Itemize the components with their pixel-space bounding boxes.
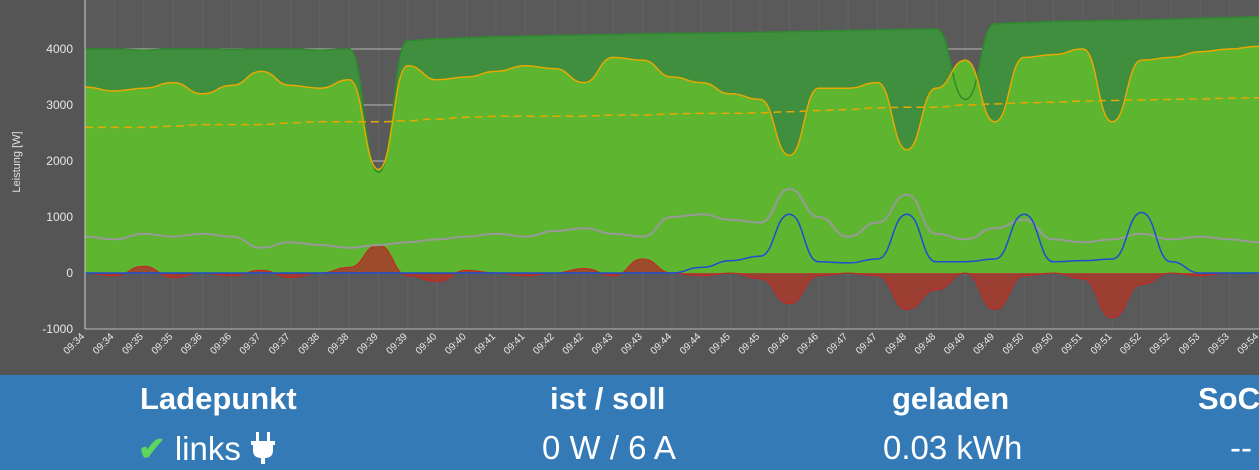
x-tick-label: 09:53 <box>1177 331 1203 357</box>
x-tick-label: 09:46 <box>766 331 792 357</box>
house-line <box>84 45 1259 171</box>
x-tick-label: 09:52 <box>1148 331 1174 357</box>
x-tick-label: 09:40 <box>414 331 440 357</box>
x-tick-label: 09:39 <box>355 331 381 357</box>
x-tick-label: 09:42 <box>531 331 557 357</box>
house-average-line <box>84 96 1259 129</box>
x-tick-label: 09:49 <box>942 331 968 357</box>
x-tick-label: 09:37 <box>267 331 293 357</box>
x-tick-label: 09:45 <box>737 331 763 357</box>
x-tick-label: 09:41 <box>502 331 528 357</box>
energy-value: 0.03 kWh <box>883 429 1023 466</box>
x-tick-label: 09:43 <box>619 331 645 357</box>
power-value: 0 W / 6 A <box>542 429 676 466</box>
x-tick-label: 09:48 <box>913 331 939 357</box>
battery-line <box>84 187 1259 249</box>
x-tick-label: 09:46 <box>795 331 821 357</box>
house-area <box>85 46 1259 274</box>
x-tick-label: 09:45 <box>707 331 733 357</box>
car-line <box>85 211 1259 274</box>
x-tick-label: 09:43 <box>590 331 616 357</box>
x-tick-label: 09:49 <box>971 331 997 357</box>
y-axis-label: Leistung [W] <box>11 131 23 192</box>
x-tick-label: 09:53 <box>1206 331 1232 357</box>
x-tick-label: 09:50 <box>1030 331 1056 357</box>
grid-area <box>85 245 1259 318</box>
x-tick-label: 09:37 <box>238 331 264 357</box>
y-tick-label: 4000 <box>46 42 73 56</box>
x-tick-label: 09:52 <box>1118 331 1144 357</box>
check-icon: ✔ <box>138 430 166 467</box>
x-tick-label: 09:35 <box>120 331 146 357</box>
chargepoint-name: links <box>174 430 241 467</box>
header-geladen: geladen <box>892 381 1010 416</box>
header-ladepunkt: Ladepunkt <box>140 381 297 416</box>
x-tick-label: 09:41 <box>473 331 499 357</box>
chargepoint-name-cell[interactable]: ✔ links <box>138 429 276 468</box>
y-tick-label: -1000 <box>42 322 73 336</box>
y-tick-label: 0 <box>66 266 73 280</box>
x-tick-label: 09:38 <box>326 331 352 357</box>
x-tick-label: 09:54 <box>1236 331 1259 357</box>
soc-value: -- <box>1230 429 1252 466</box>
x-tick-label: 09:48 <box>883 331 909 357</box>
header-ist-soll: ist / soll <box>550 381 666 416</box>
x-tick-label: 09:50 <box>1001 331 1027 357</box>
x-tick-label: 09:36 <box>179 331 205 357</box>
x-tick-label: 09:40 <box>443 331 469 357</box>
x-tick-label: 09:34 <box>91 331 117 357</box>
plug-icon <box>251 432 276 464</box>
chargepoint-table: Ladepunkt ist / soll geladen SoC ✔ links… <box>0 375 1259 470</box>
x-tick-label: 09:38 <box>296 331 322 357</box>
x-tick-label: 09:47 <box>854 331 880 357</box>
x-tick-label: 09:44 <box>678 331 704 357</box>
y-tick-label: 3000 <box>46 98 73 112</box>
y-tick-label: 2000 <box>46 154 73 168</box>
x-tick-label: 09:44 <box>649 331 675 357</box>
x-tick-label: 09:51 <box>1060 331 1086 357</box>
x-tick-label: 09:42 <box>561 331 587 357</box>
pv-line <box>85 15 1259 173</box>
y-tick-label: 1000 <box>46 210 73 224</box>
x-tick-label: 09:51 <box>1089 331 1115 357</box>
x-tick-label: 09:35 <box>150 331 176 357</box>
x-tick-label: 09:36 <box>208 331 234 357</box>
x-tick-label: 09:47 <box>825 331 851 357</box>
header-soc: SoC <box>1198 381 1259 416</box>
power-chart: 4000 3000 2000 1000 0 -1000 09:34 09:34 09:35 09:… <box>0 0 1259 375</box>
x-tick-label: 09:39 <box>384 331 410 357</box>
